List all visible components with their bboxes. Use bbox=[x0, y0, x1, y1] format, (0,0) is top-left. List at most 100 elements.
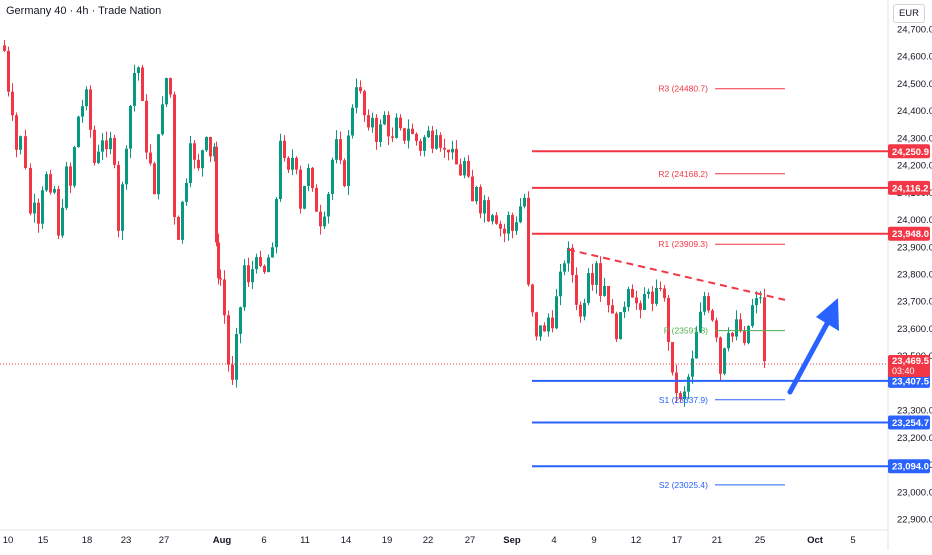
candle-body bbox=[177, 217, 180, 240]
candle-body bbox=[667, 297, 670, 343]
candle-body bbox=[347, 135, 350, 186]
candle-body bbox=[731, 332, 734, 337]
candle-body bbox=[603, 286, 606, 296]
candle-body bbox=[219, 278, 222, 280]
candle-body bbox=[85, 89, 88, 107]
candle-body bbox=[735, 319, 738, 337]
candle-body bbox=[153, 163, 156, 195]
x-tick-label: 4 bbox=[551, 535, 556, 546]
candle-body bbox=[15, 115, 18, 150]
candle-body bbox=[57, 189, 60, 236]
candle-body bbox=[173, 94, 176, 218]
level-price-label: 23,407.5 bbox=[892, 376, 930, 387]
candle-body bbox=[555, 296, 558, 329]
level-price-tag bbox=[888, 226, 930, 241]
last-price-tag bbox=[888, 354, 930, 377]
candle-body bbox=[663, 288, 666, 298]
candle-body bbox=[243, 265, 246, 308]
candle-body bbox=[291, 157, 294, 170]
candle-body bbox=[7, 50, 10, 92]
candle-body bbox=[687, 376, 690, 392]
candle-body bbox=[267, 257, 270, 273]
candle-body bbox=[575, 274, 578, 305]
x-tick-label: 21 bbox=[712, 535, 723, 546]
y-tick-label: 23,900.0 bbox=[897, 242, 932, 253]
candle-body bbox=[193, 143, 196, 160]
candle-body bbox=[343, 160, 346, 186]
candle-body bbox=[125, 148, 128, 185]
y-tick-label: 24,600.0 bbox=[897, 52, 932, 63]
candle-body bbox=[3, 45, 6, 51]
candle-body bbox=[635, 297, 638, 304]
candle-body bbox=[359, 87, 362, 92]
candle-body bbox=[311, 167, 314, 188]
y-tick-label: 23,800.0 bbox=[897, 270, 932, 281]
candle-body bbox=[415, 133, 418, 142]
candle-body bbox=[215, 146, 218, 243]
candle-body bbox=[19, 136, 22, 150]
candle-body bbox=[283, 140, 286, 158]
candle-body bbox=[431, 130, 434, 149]
candle-body bbox=[263, 265, 266, 273]
candle-body bbox=[507, 214, 510, 234]
candle-body bbox=[739, 319, 742, 332]
candle-body bbox=[551, 317, 554, 329]
level-price-label: 23,948.0 bbox=[892, 229, 929, 240]
candle-body bbox=[479, 186, 482, 214]
candle-body bbox=[459, 164, 462, 176]
candles-group bbox=[3, 39, 766, 407]
candle-body bbox=[519, 206, 522, 223]
candle-body bbox=[599, 263, 602, 296]
candle-body bbox=[251, 269, 254, 283]
candle-body bbox=[655, 287, 658, 304]
candle-body bbox=[117, 164, 120, 231]
candle-body bbox=[419, 141, 422, 151]
candle-body bbox=[547, 317, 550, 332]
x-tick-label: 6 bbox=[261, 535, 266, 546]
level-price-label: 24,250.9 bbox=[892, 147, 929, 158]
candle-body bbox=[217, 242, 220, 279]
candle-body bbox=[455, 148, 458, 165]
x-tick-label: 18 bbox=[82, 535, 93, 546]
candle-body bbox=[331, 159, 334, 195]
candle-body bbox=[363, 91, 366, 116]
candle-body bbox=[675, 372, 678, 394]
y-tick-label: 24,200.0 bbox=[897, 161, 932, 172]
level-price-label: 24,116.2 bbox=[892, 183, 928, 194]
candle-body bbox=[235, 333, 238, 380]
candle-body bbox=[763, 297, 766, 362]
candle-body bbox=[169, 78, 172, 95]
candle-body bbox=[391, 136, 394, 138]
candle-body bbox=[531, 284, 534, 313]
candle-body bbox=[105, 140, 108, 150]
forecast-arrow-shaft bbox=[787, 317, 832, 395]
candle-body bbox=[185, 182, 188, 202]
pivot-label: P (23591.8) bbox=[664, 326, 708, 336]
candle-body bbox=[113, 137, 116, 165]
level-price-tag bbox=[888, 415, 930, 430]
candle-body bbox=[351, 107, 354, 136]
candle-body bbox=[65, 166, 68, 208]
y-tick-label: 23,300.0 bbox=[897, 406, 932, 417]
x-tick-label: 27 bbox=[159, 535, 170, 546]
candle-body bbox=[53, 189, 56, 193]
candle-body bbox=[627, 289, 630, 307]
candle-body bbox=[315, 187, 318, 212]
candle-body bbox=[467, 160, 470, 177]
candle-body bbox=[631, 289, 634, 298]
x-tick-label: 27 bbox=[465, 535, 476, 546]
candle-body bbox=[201, 150, 204, 169]
chart-title: Germany 40 · 4h · Trade Nation bbox=[6, 5, 162, 17]
candle-body bbox=[399, 117, 402, 129]
currency-button[interactable]: EUR bbox=[893, 4, 925, 23]
candle-body bbox=[227, 315, 230, 365]
candle-body bbox=[483, 200, 486, 214]
x-tick-label: 10 bbox=[3, 535, 14, 546]
x-tick-label: 14 bbox=[341, 535, 352, 546]
x-tick-label: 17 bbox=[672, 535, 683, 546]
candle-body bbox=[495, 215, 498, 224]
x-tick-label: 11 bbox=[300, 535, 310, 546]
candle-body bbox=[239, 307, 242, 334]
candle-body bbox=[587, 273, 590, 303]
